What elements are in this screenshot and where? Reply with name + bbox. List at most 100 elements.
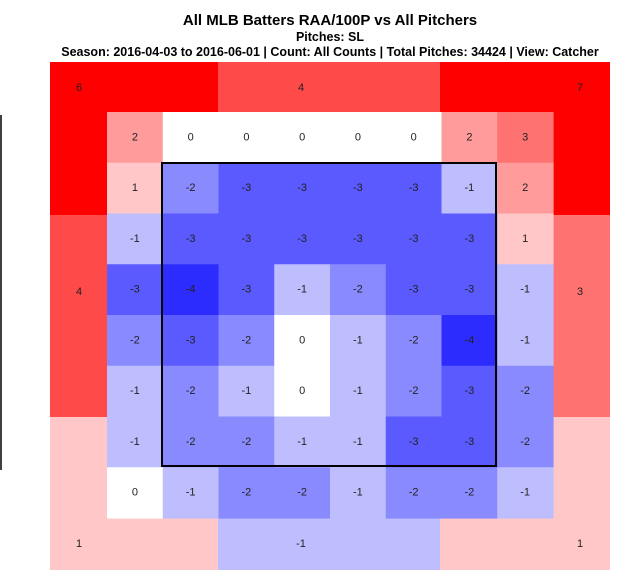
heatmap-cell-r6-c0 [107, 416, 164, 468]
heatmap-cell-r5-c3 [274, 365, 331, 418]
heatmap-cell-r7-c6 [441, 467, 498, 519]
cell-label-r2-c1: -3 [186, 233, 196, 245]
cell-label-r2-c7: 1 [522, 233, 528, 245]
heatmap-cell-r4-c3 [274, 315, 331, 367]
cell-label-r7-c1: -1 [186, 487, 196, 499]
cell-label-r6-c6: -3 [464, 436, 474, 448]
cell-label-r0-c4: 0 [355, 131, 361, 143]
cell-label-r0-c6: 2 [466, 131, 472, 143]
cell-label-r3-c1: -4 [186, 284, 196, 296]
heatmap-cell-r1-c7 [497, 162, 554, 215]
cell-label-r3-c6: -3 [464, 284, 474, 296]
heatmap-cell-r5-c4 [330, 365, 387, 418]
heatmap-grid [107, 112, 554, 519]
heatmap-cell-r4-c7 [497, 315, 554, 367]
cell-label-r2-c2: -3 [241, 233, 251, 245]
cell-label-r2-c0: -1 [130, 233, 140, 245]
heatmap-cell-r1-c0 [107, 162, 164, 215]
outer-label-bottom-right: 1 [577, 538, 583, 550]
heatmap-cell-r3-c7 [497, 264, 554, 316]
heatmap-cell-r5-c0 [107, 365, 164, 418]
outer-region-bottom-right [440, 417, 610, 570]
heatmap-cell-r5-c7 [497, 365, 554, 418]
cell-label-r2-c4: -3 [353, 233, 363, 245]
heatmap-cell-r2-c2 [218, 213, 275, 265]
outer-region-top [218, 62, 440, 112]
cell-label-r1-c0: 1 [132, 182, 138, 194]
heatmap-cell-r7-c7 [497, 467, 554, 519]
outer-region-bottom [218, 518, 440, 570]
heatmap-cell-r3-c4 [330, 264, 387, 316]
cell-label-r0-c7: 3 [522, 131, 528, 143]
heatmap-cell-r2-c0 [107, 213, 164, 265]
outer-label-right: 3 [577, 286, 583, 298]
heatmap-cell-r3-c2 [218, 264, 275, 316]
heatmap-cell-r3-c1 [162, 264, 220, 316]
strike-zone-box [161, 162, 497, 467]
heatmap-cell-r0-c5 [385, 112, 443, 164]
heatmap-cell-r6-c4 [330, 416, 387, 468]
outer-label-left: 4 [76, 286, 82, 298]
heatmap-cell-r3-c6 [441, 264, 498, 316]
cell-label-r4-c6: -4 [464, 334, 474, 346]
heatmap-cell-r0-c3 [274, 112, 331, 164]
cell-label-r1-c2: -3 [241, 182, 251, 194]
heatmap-cell-r2-c1 [162, 213, 220, 265]
heatmap-cell-r0-c7 [497, 112, 554, 164]
heatmap-cell-r5-c5 [385, 365, 443, 418]
cell-label-r1-c6: -1 [464, 182, 474, 194]
outer-region-top-right [440, 62, 610, 215]
cell-label-r5-c7: -2 [520, 385, 530, 397]
heatmap-cell-r4-c6 [441, 315, 498, 367]
outer-region-top-left [50, 62, 218, 215]
heatmap-cell-r0-c6 [441, 112, 498, 164]
chart-title: All MLB Batters RAA/100P vs All Pitchers [182, 12, 478, 29]
heatmap-cell-r7-c2 [218, 467, 275, 519]
cell-label-r0-c5: 0 [411, 131, 417, 143]
cell-label-r7-c4: -1 [353, 487, 363, 499]
heatmap-cell-r6-c6 [441, 416, 498, 468]
cell-label-r7-c3: -2 [297, 487, 307, 499]
cell-label-r6-c1: -2 [186, 436, 196, 448]
outer-label-top: 4 [298, 82, 304, 94]
cell-label-r4-c7: -1 [520, 334, 530, 346]
value-labels: 6 4 7 4 3 1 -1 1 2 0 0 0 0 0 2 3 1 -2 -3 -3 -3 -3 -1 2 -1 -3 -3 -3 -… [76, 82, 583, 550]
cell-label-r6-c2: -2 [241, 436, 251, 448]
cell-label-r0-c2: 0 [243, 131, 249, 143]
cell-label-r4-c0: -2 [130, 334, 140, 346]
heatmap-cell-r3-c0 [107, 264, 164, 316]
heatmap-cell-r0-c2 [218, 112, 275, 164]
heatmap-cell-r4-c0 [107, 315, 164, 367]
cell-label-r5-c3: 0 [299, 385, 305, 397]
cell-label-r5-c2: -1 [241, 385, 251, 397]
cell-label-r5-c4: -1 [353, 385, 363, 397]
cell-label-r3-c7: -1 [520, 284, 530, 296]
outer-label-bottom: -1 [296, 538, 306, 550]
heatmap-cell-r7-c5 [385, 467, 443, 519]
cell-label-r3-c0: -3 [130, 284, 140, 296]
cell-label-r3-c5: -3 [409, 284, 419, 296]
cell-label-r7-c0: 0 [132, 487, 138, 499]
heatmap-cell-r3-c3 [274, 264, 331, 316]
cell-label-r0-c3: 0 [299, 131, 305, 143]
cell-label-r5-c6: -3 [464, 385, 474, 397]
heatmap-cell-r1-c6 [441, 162, 498, 215]
cell-label-r4-c4: -1 [353, 334, 363, 346]
cell-label-r2-c3: -3 [297, 233, 307, 245]
heatmap-cell-r2-c7 [497, 213, 554, 265]
heatmap-cell-r4-c5 [385, 315, 443, 367]
cell-label-r6-c5: -3 [409, 436, 419, 448]
heatmap-cell-r7-c3 [274, 467, 331, 519]
heatmap-cell-r6-c7 [497, 416, 554, 468]
heatmap-cell-r6-c2 [218, 416, 275, 468]
heatmap-cell-r5-c1 [162, 365, 220, 418]
heatmap-cell-r4-c2 [218, 315, 275, 367]
heatmap-cell-r5-c6 [441, 365, 498, 418]
chart-subtitle: Season: 2016-04-03 to 2016-06-01 | Count… [61, 45, 599, 59]
heatmap-cell-r1-c2 [218, 162, 275, 215]
heatmap-cell-r5-c2 [218, 365, 275, 418]
heatmap-cell-r3-c5 [385, 264, 443, 316]
cell-label-r0-c0: 2 [132, 131, 138, 143]
cell-label-r3-c3: -1 [297, 284, 307, 296]
heatmap-cell-r1-c3 [274, 162, 331, 215]
